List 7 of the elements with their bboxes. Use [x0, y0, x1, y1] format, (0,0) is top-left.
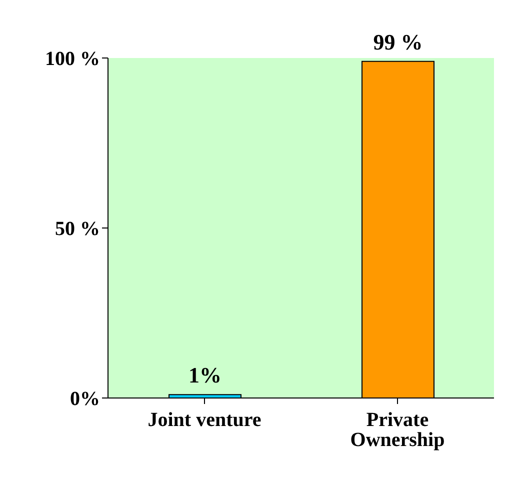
x-tick-label: Private Ownership	[350, 409, 445, 452]
data-label: 1%	[188, 362, 222, 388]
x-tick-label: Joint venture	[148, 409, 262, 432]
y-tick-label: 0%	[70, 388, 100, 410]
y-tick-label: 100 %	[45, 48, 100, 70]
data-label: 99 %	[373, 29, 423, 54]
y-tick-label: 50 %	[55, 218, 100, 240]
